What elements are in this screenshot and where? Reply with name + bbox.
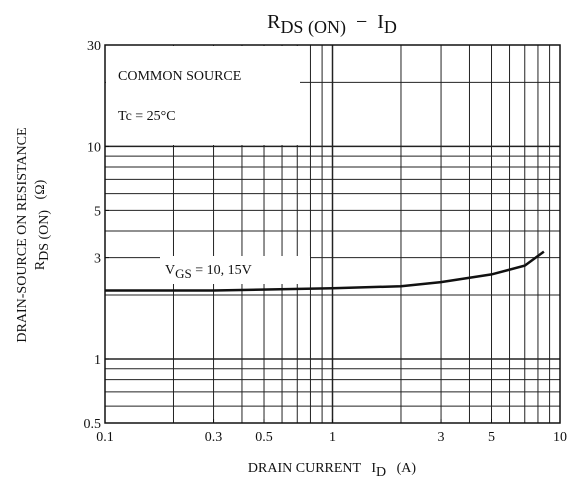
x-tick-label: 1 — [329, 430, 336, 445]
chart-title-part: R — [267, 11, 281, 33]
x-tick-label: 0.5 — [255, 430, 273, 445]
annotation-part: Tc = 25°C — [118, 109, 176, 124]
y-tick-label: 3 — [94, 252, 101, 267]
annotation-part: GS — [175, 266, 192, 281]
x-tick-label: 5 — [488, 430, 495, 445]
y-axis-label-part: DRAIN-SOURCE ON RESISTANCE — [15, 127, 30, 342]
x-tick-label: 10 — [553, 430, 567, 445]
y-axis-label-part: (Ω) — [33, 179, 48, 210]
y-tick-label: 1 — [94, 353, 101, 368]
x-axis-label-part: DRAIN CURRENT I — [248, 461, 376, 476]
annotation: Tc = 25°C — [118, 109, 176, 124]
annotation: COMMON SOURCE — [118, 69, 241, 84]
annotation: VGS = 10, 15V — [165, 263, 252, 281]
chart-title-part: − I — [346, 11, 384, 33]
annotation-box — [160, 256, 310, 284]
annotation-box — [106, 46, 300, 145]
y-axis-label-part: DS (ON) — [37, 210, 52, 261]
chart-title: RDS (ON) − ID — [267, 11, 397, 38]
annotation-part: COMMON SOURCE — [118, 69, 241, 84]
x-tick-label: 0.3 — [205, 430, 223, 445]
chart-title-part: D — [384, 17, 397, 37]
y-tick-label: 30 — [87, 39, 101, 54]
x-tick-label: 3 — [438, 430, 445, 445]
y-axis-label: DRAIN-SOURCE ON RESISTANCE — [15, 127, 30, 342]
x-tick-label: 0.1 — [96, 430, 114, 445]
chart-title-part: DS (ON) — [280, 17, 346, 38]
annotation-part: V — [165, 263, 175, 278]
y-axis-label-part: R — [33, 260, 48, 270]
y-axis-label: RDS (ON) (Ω) — [33, 179, 52, 270]
x-axis-label-part: (A) — [386, 461, 416, 476]
annotation-part: = 10, 15V — [192, 263, 252, 278]
y-tick-label: 5 — [94, 204, 101, 219]
y-tick-label: 0.5 — [84, 417, 102, 432]
x-axis-label: DRAIN CURRENT ID (A) — [248, 461, 416, 480]
x-axis-label-part: D — [376, 465, 386, 480]
data-line — [105, 250, 545, 292]
y-tick-label: 10 — [87, 140, 101, 155]
